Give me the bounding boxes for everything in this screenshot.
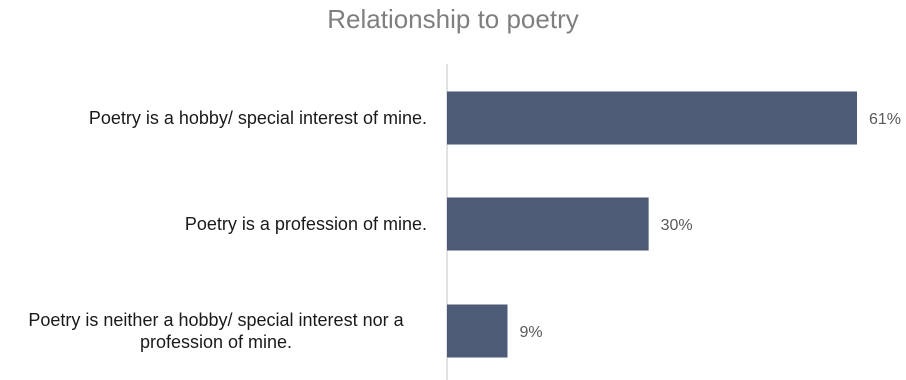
chart-title: Relationship to poetry xyxy=(327,4,579,34)
bar-2 xyxy=(447,197,649,251)
bar-1 xyxy=(447,91,857,145)
category-label-2: Poetry is a profession of mine. xyxy=(185,214,427,234)
category-label-3-line-2: profession of mine. xyxy=(140,332,292,352)
value-label-1: 61% xyxy=(869,111,901,128)
bars-group xyxy=(447,91,857,358)
category-label-1: Poetry is a hobby/ special interest of m… xyxy=(89,108,427,128)
value-label-2: 30% xyxy=(661,217,693,234)
value-label-3: 9% xyxy=(519,324,542,341)
category-labels: Poetry is a hobby/ special interest of m… xyxy=(28,108,427,352)
value-labels: 61% 30% 9% xyxy=(519,111,901,341)
category-label-3-line-1: Poetry is neither a hobby/ special inter… xyxy=(28,310,404,330)
bar-3 xyxy=(447,304,508,358)
